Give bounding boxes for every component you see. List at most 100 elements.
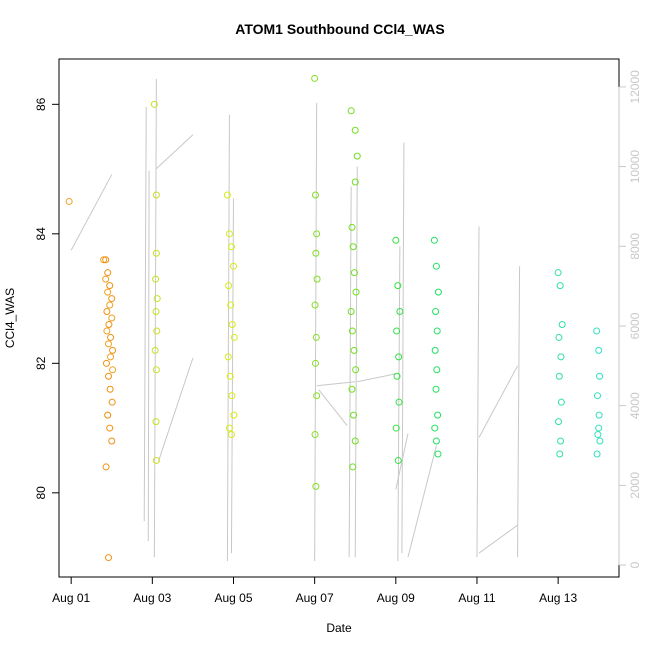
data-point [103,327,111,335]
data-point [593,450,601,458]
data-point [350,346,358,354]
data-point [557,353,565,361]
data-point [348,223,356,231]
data-point [108,295,116,303]
data-point [554,269,562,277]
x-tick-label: Aug 07 [296,591,334,605]
altitude-segment [153,78,157,558]
data-point [102,463,110,471]
altitude-segment [226,114,230,562]
altitude-segment [401,142,405,554]
data-point [225,424,233,432]
data-point [352,288,360,296]
data-point [108,437,116,445]
altitude-segment [478,365,518,438]
data-point [103,308,111,316]
data-point [227,243,235,251]
y2-tick-label: 4000 [628,392,642,419]
data-point [392,424,400,432]
data-point [348,385,356,393]
data-point [347,107,355,115]
x-axis-label: Date [326,621,352,635]
data-point [102,256,110,264]
data-point [595,411,603,419]
altitude-segment [70,174,113,251]
altitude-segment [517,266,521,558]
data-point [152,418,160,426]
y2-tick-label: 0 [628,561,642,568]
data-point [228,392,236,400]
y-tick-label: 84 [34,227,48,241]
data-point [351,437,359,445]
data-point [395,398,403,406]
y-tick-label: 80 [34,486,48,500]
altitude-segment [407,445,437,558]
data-point [100,256,108,264]
data-point [557,398,565,406]
y-tick-label: 86 [34,97,48,111]
data-point [393,327,401,335]
data-point [152,275,160,283]
data-point [351,178,359,186]
data-point [596,372,604,380]
data-point [432,262,440,270]
data-point [313,275,321,283]
data-point [394,282,402,290]
altitude-segment [318,389,348,426]
data-point [595,346,603,354]
data-point [105,320,113,328]
data-point [555,418,563,426]
data-point [311,359,319,367]
data-point [556,450,564,458]
data-point [434,450,442,458]
y2-tick-label: 12000 [628,70,642,104]
data-points [65,74,604,562]
data-point [228,320,236,328]
data-point [104,288,112,296]
data-point [311,191,319,199]
data-point [224,353,232,361]
altitude-segment [230,198,234,554]
data-point [150,100,158,108]
y-axis: 80 82 84 86 [34,97,60,500]
data-point [434,288,442,296]
data-point [108,398,116,406]
data-point [107,353,115,361]
data-point [65,197,73,205]
data-point [312,482,320,490]
data-point [431,424,439,432]
data-point [351,126,359,134]
data-point [102,359,110,367]
data-point [152,249,160,257]
altitude-segment [147,170,150,542]
altitude-segment [156,134,194,169]
data-point [596,437,604,445]
altitude-segment [478,524,518,554]
y2-tick-label: 10000 [628,150,642,184]
altitude-segment [397,246,401,562]
x-tick-label: Aug 09 [377,591,415,605]
data-point [593,392,601,400]
data-point [558,320,566,328]
data-point [152,366,160,374]
data-point [109,346,117,354]
data-point [313,392,321,400]
data-point [432,437,440,445]
altitude-segment [354,166,358,558]
x-tick-label: Aug 05 [214,591,252,605]
y-tick-label: 82 [34,356,48,370]
data-point [109,366,117,374]
data-point [312,333,320,341]
data-point [152,456,160,464]
data-point [313,230,321,238]
data-point [433,327,441,335]
altitude-segment [357,373,396,383]
data-point [225,230,233,238]
data-point [350,411,358,419]
data-point [225,282,233,290]
data-point [105,554,113,562]
data-point [311,431,319,439]
data-point [353,152,361,160]
data-point [107,333,115,341]
x-tick-label: Aug 11 [458,591,495,605]
